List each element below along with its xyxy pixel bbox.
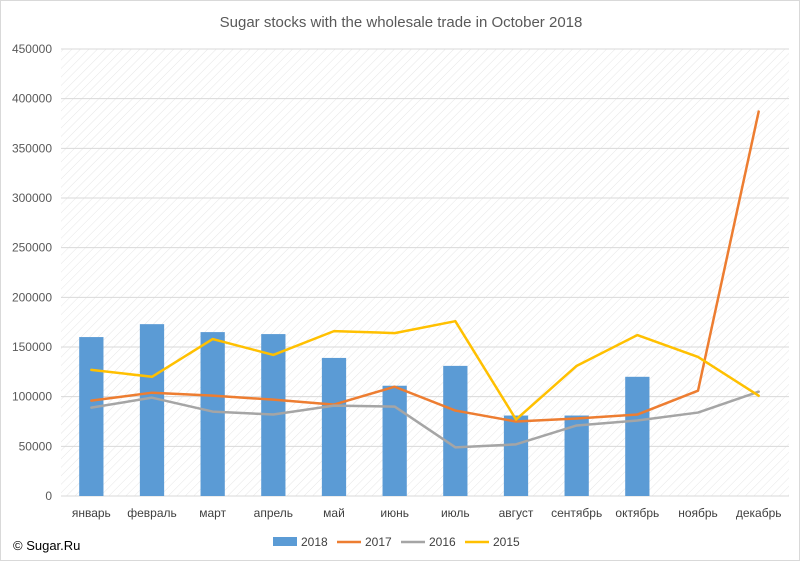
bar-2018 — [443, 365, 468, 496]
bar-2018 — [200, 332, 225, 496]
x-axis: январь февраль март апрель май июнь июль август… — [72, 506, 782, 520]
x-tick-label: март — [199, 506, 226, 520]
x-tick-label: июль — [441, 506, 470, 520]
legend-label-2015: 2015 — [493, 535, 520, 549]
y-tick-label: 400000 — [12, 92, 52, 106]
bar-2018 — [79, 337, 104, 496]
copyright-text: © Sugar.Ru — [13, 538, 81, 553]
x-tick-label: январь — [72, 506, 111, 520]
y-tick-label: 50000 — [19, 439, 53, 453]
y-tick-label: 200000 — [12, 290, 52, 304]
bar-series — [79, 324, 650, 496]
y-tick-label: 250000 — [12, 241, 52, 255]
chart-title: Sugar stocks with the wholesale trade in… — [220, 14, 583, 31]
x-tick-label: июнь — [380, 506, 409, 520]
x-tick-label: ноябрь — [678, 506, 718, 520]
y-tick-label: 450000 — [12, 42, 52, 56]
bar-2018 — [625, 376, 650, 496]
x-tick-label: апрель — [254, 506, 293, 520]
y-tick-label: 350000 — [12, 141, 52, 155]
line-2015 — [90, 319, 760, 421]
legend-label-2016: 2016 — [429, 535, 456, 549]
line-2016 — [90, 390, 760, 449]
line-series — [90, 110, 760, 449]
legend-label-2017: 2017 — [365, 535, 392, 549]
x-tick-label: сентябрь — [551, 506, 602, 520]
plot-area — [61, 49, 789, 496]
legend: 2018 2017 2016 2015 — [273, 535, 520, 549]
x-tick-label: октябрь — [615, 506, 659, 520]
x-tick-label: декабрь — [736, 506, 782, 520]
x-tick-label: май — [323, 506, 345, 520]
y-tick-label: 300000 — [12, 191, 52, 205]
y-tick-label: 100000 — [12, 390, 52, 404]
grid-layer — [61, 48, 789, 497]
bar-2018 — [139, 324, 165, 496]
bar-2018 — [321, 357, 347, 496]
legend-swatch-2018 — [273, 537, 297, 546]
x-tick-label: февраль — [127, 506, 177, 520]
line-2017 — [90, 110, 760, 423]
y-tick-label: 150000 — [12, 340, 52, 354]
x-tick-label: август — [499, 506, 534, 520]
bar-2018 — [503, 415, 529, 496]
legend-label-2018: 2018 — [301, 535, 328, 549]
bar-2018 — [382, 385, 407, 496]
y-tick-label: 0 — [45, 489, 52, 503]
y-axis: 0 50000 100000 150000 200000 250000 300000 3500… — [12, 42, 52, 503]
